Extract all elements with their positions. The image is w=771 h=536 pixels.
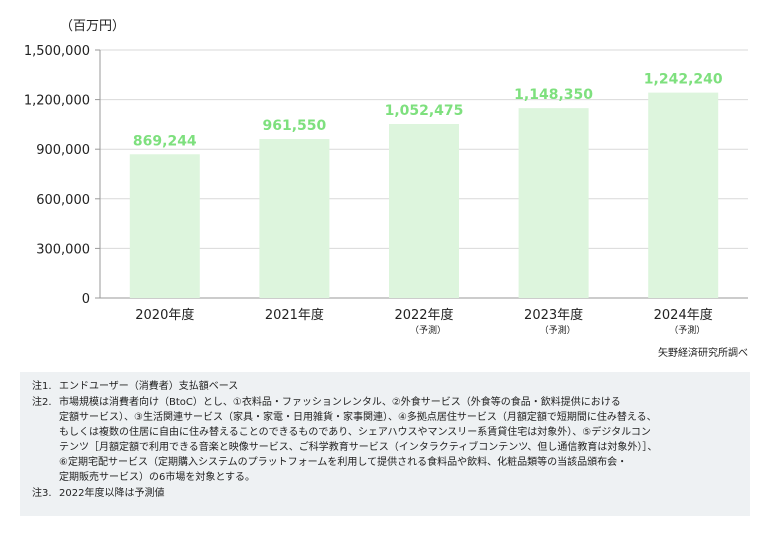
x-tick-label: 2024年度 [654, 307, 713, 323]
x-tick-label: 2022年度 [394, 307, 453, 323]
note-item: 注1. エンドユーザー（消費者）支払額ベース [32, 379, 740, 394]
data-label: 869,244 [133, 133, 197, 149]
bars [129, 92, 719, 298]
bar [129, 154, 200, 298]
bar [518, 108, 589, 298]
x-tick-label: 2023年度 [524, 307, 583, 323]
x-tick-sublabel: （予測） [410, 324, 446, 336]
data-label: 1,242,240 [644, 72, 723, 88]
source-note: 矢野経済研究所調べ [658, 346, 748, 359]
y-axis-ticks: 0 300,000 600,000 900,000 1,200,000 1,500,000 [24, 44, 101, 307]
note-number: 注1. [32, 381, 52, 392]
y-tick-label: 600,000 [36, 193, 90, 208]
note-number: 注2. [32, 397, 52, 408]
x-tick-label: 2020年度 [135, 307, 194, 323]
bar-chart: （百万円） 0 300,000 600,000 900,000 1,200,000 1,5… [24, 19, 748, 359]
note-item: 注3. 2022年度以降は予測値 [32, 486, 740, 501]
data-label: 961,550 [263, 118, 327, 134]
unit-label: （百万円） [60, 19, 125, 34]
data-label: 1,052,475 [385, 103, 464, 119]
y-tick-label: 1,200,000 [24, 94, 90, 109]
bar [389, 123, 459, 298]
x-tick-sublabel: （予測） [540, 324, 576, 336]
y-tick-label: 900,000 [36, 143, 90, 158]
data-labels: 869,244 961,550 1,052,475 1,148,350 1,242,24… [133, 72, 723, 150]
note-text: エンドユーザー（消費者）支払額ベース [59, 381, 239, 392]
notes-box: 注1. エンドユーザー（消費者）支払額ベース 注2. 市場規模は消費者向け（BtoC）… [20, 372, 750, 516]
y-tick-label: 0 [82, 292, 90, 307]
y-tick-label: 1,500,000 [24, 44, 90, 59]
note-text: 2022年度以降は予測値 [59, 488, 165, 499]
x-tick-label: 2021年度 [265, 307, 324, 323]
note-number: 注3. [32, 488, 52, 499]
y-tick-label: 300,000 [36, 242, 90, 257]
data-label: 1,148,350 [514, 87, 593, 103]
x-tick-sublabel: （予測） [669, 324, 705, 336]
note-item: 注2. 市場規模は消費者向け（BtoC）とし、①衣料品・ファッションレンタル、②外… [32, 395, 740, 485]
x-axis-labels: 2020年度 2021年度 2022年度（予測）2023年度（予測）2024年度（予… [135, 307, 712, 336]
note-text: 市場規模は消費者向け（BtoC）とし、①衣料品・ファッションレンタル、②外食サー… [59, 397, 658, 483]
bar [259, 139, 330, 298]
bar [648, 92, 719, 298]
